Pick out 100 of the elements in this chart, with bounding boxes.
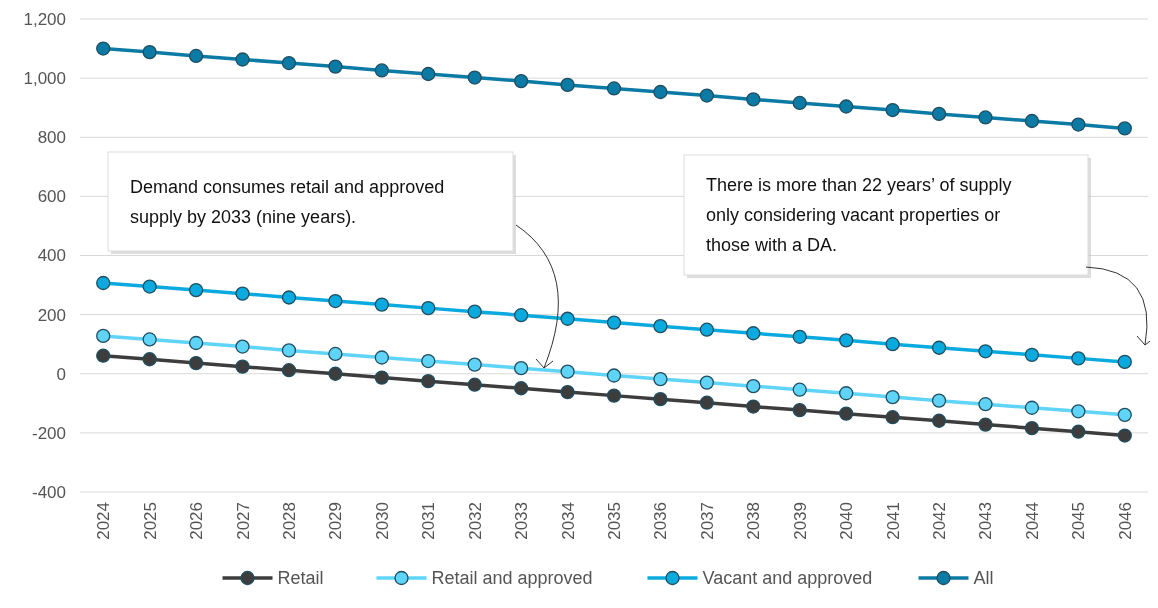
point (699, 88, 715, 103)
point (839, 99, 854, 114)
point (1117, 121, 1132, 136)
annotation: There is more than 22 years’ of supply only considering vacant properties or those with a DA. (706, 175, 1012, 256)
x-tick-label: 2044 (1022, 502, 1042, 540)
point (606, 315, 622, 330)
point (606, 368, 622, 383)
point (560, 384, 575, 400)
x-tick-label: 2030 (372, 502, 392, 540)
point (421, 353, 436, 369)
point (142, 279, 157, 294)
x-tick-label: 2039 (790, 502, 810, 540)
point (235, 359, 250, 374)
point (792, 95, 807, 111)
point (328, 293, 343, 309)
x-tick-label: 2040 (837, 502, 857, 540)
y-tick-label: 600 (37, 187, 66, 207)
point (746, 399, 761, 414)
x-tick-label: 2043 (976, 502, 996, 540)
point (653, 84, 668, 100)
point (467, 377, 482, 392)
point (653, 371, 668, 387)
x-tick-label: 2041 (883, 502, 903, 540)
x-tick-label: 2036 (651, 502, 671, 540)
legend-label: All (973, 568, 994, 589)
point (1071, 404, 1086, 419)
point (188, 355, 204, 371)
point (1117, 428, 1132, 443)
point (699, 395, 715, 410)
point (653, 319, 668, 334)
point (188, 335, 204, 351)
point (188, 282, 204, 298)
point (885, 337, 900, 352)
point (606, 81, 622, 96)
x-tick-label: 2046 (1115, 502, 1135, 540)
point (281, 343, 297, 358)
point (142, 44, 157, 60)
legend-label: Retail (277, 568, 324, 589)
point (188, 48, 204, 64)
y-tick-label: 400 (37, 246, 66, 266)
point (96, 348, 111, 363)
point (513, 360, 529, 376)
point (421, 373, 436, 389)
point (978, 417, 993, 432)
point (421, 66, 436, 82)
point (467, 304, 482, 319)
point (839, 333, 854, 348)
point (281, 363, 297, 378)
point (235, 52, 250, 67)
point (374, 63, 389, 78)
point (467, 70, 482, 85)
point (1117, 407, 1132, 422)
point (281, 55, 297, 71)
x-tick-label: 2033 (512, 502, 532, 540)
point (1024, 400, 1040, 415)
point (746, 92, 761, 107)
x-tick-label: 2034 (558, 502, 578, 540)
point (1071, 117, 1086, 132)
point (931, 393, 947, 408)
x-tick-label: 2042 (930, 502, 950, 540)
y-tick-label: 1,200 (23, 9, 66, 29)
point (699, 322, 715, 337)
point (513, 308, 529, 323)
point (792, 382, 807, 397)
legend-label: Retail and approved (431, 568, 593, 589)
point (792, 329, 807, 344)
point (606, 388, 622, 403)
point (560, 77, 575, 93)
point (885, 410, 900, 425)
x-tick-label: 2026 (187, 502, 207, 540)
y-tick-label: 0 (56, 364, 66, 384)
y-tick-label: -400 (31, 482, 66, 502)
point (978, 397, 993, 412)
point (96, 328, 111, 344)
x-tick-label: 2031 (419, 502, 439, 540)
point (746, 326, 761, 341)
x-tick-label: 2037 (697, 502, 717, 540)
y-tick-label: 1,000 (23, 69, 66, 89)
point (1071, 424, 1086, 439)
point (839, 386, 854, 401)
point (142, 332, 157, 347)
point (839, 406, 854, 421)
x-tick-label: 2025 (140, 502, 160, 540)
point (328, 366, 343, 381)
point (374, 297, 389, 312)
point (235, 286, 250, 301)
annotation: Demand consumes retail and approved supply by 2033 (nine years). (130, 176, 445, 227)
point (978, 110, 993, 125)
point (421, 300, 436, 316)
point (235, 339, 250, 354)
point (513, 381, 529, 396)
point (978, 344, 993, 359)
x-tick-label: 2024 (94, 502, 114, 540)
point (1071, 351, 1086, 366)
point (746, 379, 761, 394)
point (885, 389, 900, 405)
x-tick-label: 2035 (605, 502, 624, 540)
x-tick-label: 2032 (465, 502, 485, 540)
point (1024, 113, 1040, 129)
point (699, 375, 715, 390)
